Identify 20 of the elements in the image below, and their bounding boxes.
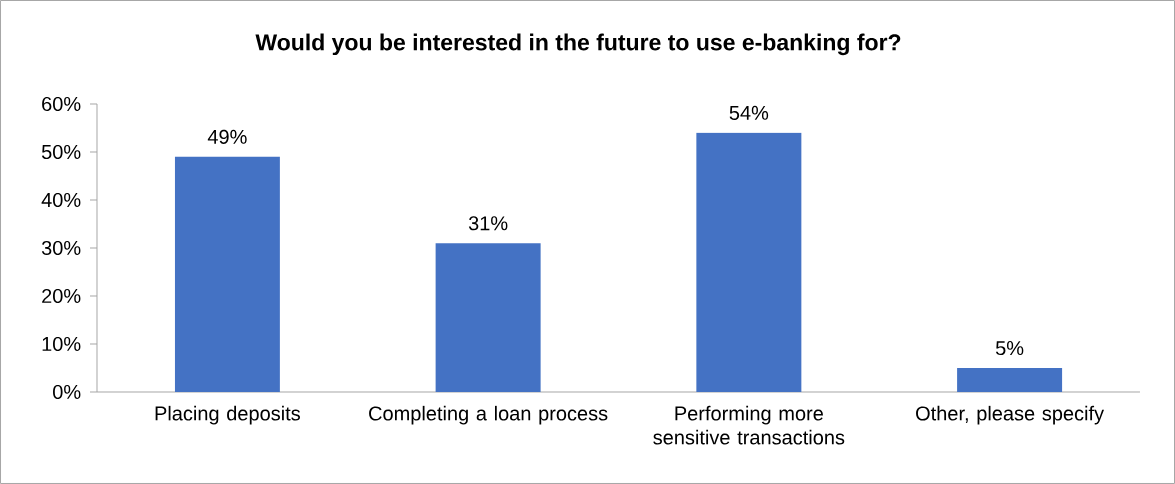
x-tick-label: Placing deposits xyxy=(155,405,300,425)
y-tick-label: 20% xyxy=(42,288,81,304)
y-tick-label: 0% xyxy=(53,384,81,400)
chart-title: Would you be interested in the future to use e-banking for? xyxy=(255,33,901,56)
x-tick-label: Performing more sensitive transactions xyxy=(653,405,845,445)
y-tick-label: 60% xyxy=(42,96,81,112)
y-tick-label: 30% xyxy=(41,240,81,256)
data-label: 49% xyxy=(207,129,247,144)
bar xyxy=(696,132,802,392)
y-tick-label: 10% xyxy=(42,336,81,352)
data-label: 54% xyxy=(729,105,769,120)
y-tick-label: 40% xyxy=(41,192,81,208)
data-label: 31% xyxy=(468,216,508,231)
bar xyxy=(435,243,541,392)
x-tick-label: Completing a loan process xyxy=(369,405,608,425)
bar xyxy=(957,367,1063,392)
bar xyxy=(174,156,280,392)
y-tick-label: 50% xyxy=(41,144,81,160)
x-tick-label: Other, please specify xyxy=(916,405,1105,425)
data-label: 5% xyxy=(995,341,1024,356)
